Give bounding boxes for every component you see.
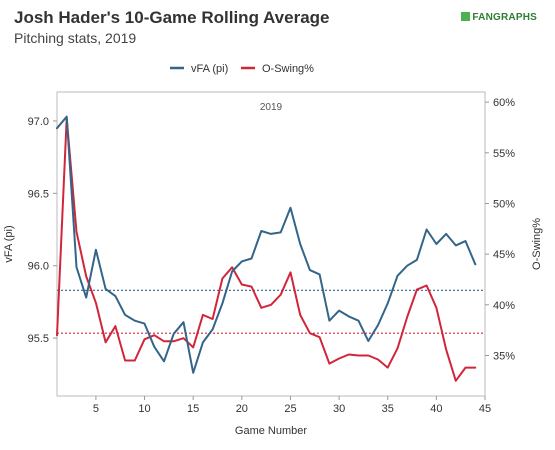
x-tick-label: 10 [138,403,150,415]
series-lines [56,115,477,382]
x-axis: 5 10 15 20 25 30 35 40 45 [93,396,491,415]
y-left-tick-label: 95.5 [28,333,49,345]
y-right-tick-label: 55% [493,148,515,160]
panel-label: 2019 [260,102,283,113]
legend-label-vfa: vFA (pi) [191,63,228,75]
brand-label: FANGRAPHS [472,12,537,23]
brand-mark-icon [461,12,471,21]
x-tick-label: 45 [479,403,491,415]
y-right-axis-label: O-Swing% [531,218,543,270]
y-right-tick-label: 60% [493,97,515,109]
x-axis-label: Game Number [235,425,307,437]
x-tick-label: 15 [187,403,199,415]
series-line-vfa [56,115,477,374]
x-tick-label: 5 [93,403,99,415]
chart-title: Josh Hader's 10-Game Rolling Average [14,8,330,27]
brand-logo: FANGRAPHS [461,12,537,23]
y-right-tick-label: 50% [493,198,515,210]
series-line-oswing [56,117,477,382]
x-tick-label: 40 [430,403,442,415]
legend: vFA (pi) O-Swing% [170,63,314,75]
chart-subtitle: Pitching stats, 2019 [14,30,137,46]
y-left-axis-label: vFA (pi) [3,225,15,262]
x-tick-label: 25 [284,403,296,415]
y-left-tick-label: 96.5 [28,188,49,200]
legend-label-oswing: O-Swing% [262,63,314,75]
x-tick-label: 20 [236,403,248,415]
x-tick-label: 35 [382,403,394,415]
average-lines [57,289,485,334]
y-left-tick-label: 97.0 [28,116,49,128]
y-right-tick-label: 45% [493,249,515,261]
y-right-tick-label: 40% [493,300,515,312]
y-right-axis: 35% 40% 45% 50% 55% 60% [485,97,515,362]
y-left-tick-label: 96.0 [28,261,49,273]
y-left-axis: 95.5 96.0 96.5 97.0 [28,116,57,345]
plot-frame [56,91,486,397]
x-tick-label: 30 [333,403,345,415]
y-right-tick-label: 35% [493,350,515,362]
